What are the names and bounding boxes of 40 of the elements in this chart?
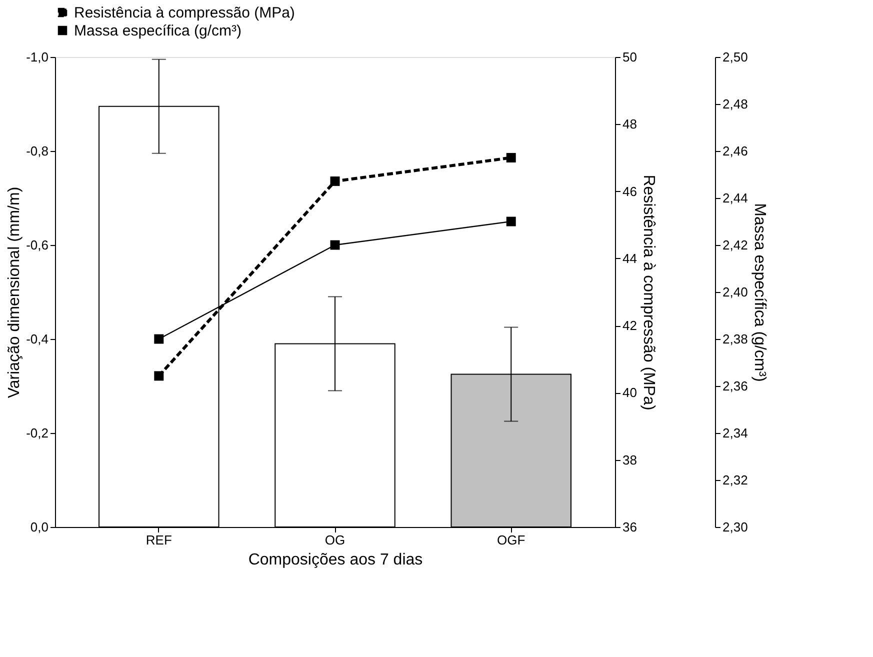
y2-tick-label: 48 [622,116,637,132]
y3-tick-label: 2,42 [722,238,748,252]
y-tick-label: 0,0 [30,520,48,534]
x-axis-title: Composições aos 7 dias [248,552,423,568]
y3-tick-label: 2,44 [722,190,748,206]
point [330,176,340,186]
y3-tick-label: 2,30 [722,520,748,534]
y3-tick-label: 2,46 [722,144,748,158]
y-tick-label: -1,0 [26,50,48,64]
y2-tick-label: 38 [622,452,637,468]
x-tick-label: REF [146,532,172,548]
y-tick-label: -0,4 [26,332,48,346]
y2-tick-label: 36 [622,520,637,534]
y3-tick-label: 2,32 [722,472,748,488]
y3-tick-label: 2,40 [722,284,748,300]
y-tick-label: -0,6 [26,238,48,252]
y2-tick-label: 44 [622,250,637,266]
y3-tick-label: 2,38 [722,332,748,346]
x-tick-label: OGF [497,532,526,548]
y-tick-label: -0,8 [26,144,48,158]
legend-label: Massa específica (g/cm³) [74,22,242,40]
y3-tick-label: 2,36 [722,378,748,394]
x-tick-label: OG [324,532,346,548]
y2-tick-label: 42 [622,318,637,334]
point [330,240,340,250]
y2-tick-label: 40 [622,385,637,400]
y3-tick-label: 2,50 [722,50,748,64]
legend-label: Resistência à compressão (MPa) [74,4,295,22]
point [506,152,516,162]
point [154,371,164,381]
y2-tick-label: 50 [622,50,637,64]
y3-tick-label: 2,34 [722,426,748,440]
point [154,334,164,344]
y2-axis-title: Resistência à compressão (MPa) [640,174,657,410]
point [506,216,516,226]
y-axis-title: Variação dimensional (mm/m) [6,186,24,398]
y3-axis-title: Massa específica (g/cm³) [750,203,768,382]
y-tick-label: -0,2 [26,426,48,440]
y3-tick-label: 2,48 [722,96,748,112]
y2-tick-label: 46 [622,184,637,199]
